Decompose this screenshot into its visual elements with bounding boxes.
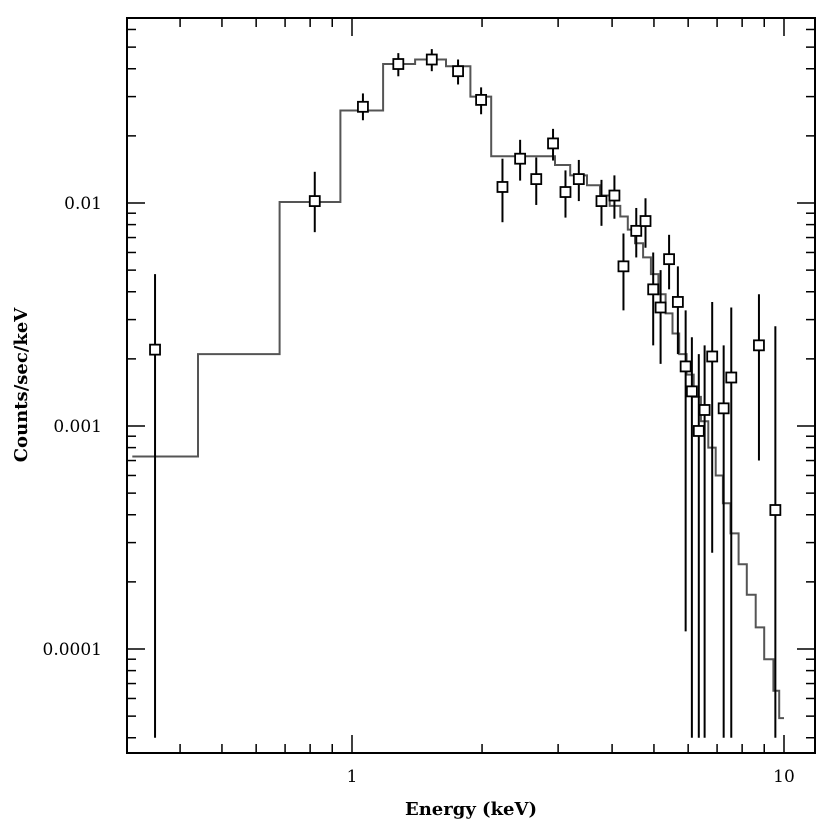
data-marker bbox=[149, 343, 161, 356]
model-series bbox=[132, 58, 784, 720]
data-point bbox=[685, 337, 698, 738]
data-marker bbox=[671, 296, 684, 308]
plot-frame bbox=[126, 17, 816, 754]
data-point bbox=[698, 345, 711, 738]
data-point bbox=[572, 159, 585, 202]
model-step-line bbox=[132, 58, 784, 720]
data-series bbox=[149, 49, 782, 738]
data-point bbox=[617, 233, 630, 311]
data-marker bbox=[452, 65, 464, 78]
data-point bbox=[630, 207, 643, 258]
data-marker bbox=[572, 173, 585, 185]
data-marker bbox=[630, 224, 643, 237]
data-marker bbox=[639, 215, 652, 227]
data-marker bbox=[717, 402, 730, 415]
data-point bbox=[654, 270, 667, 364]
data-point bbox=[639, 198, 652, 248]
x-tick-label: 10 bbox=[773, 767, 795, 787]
data-point bbox=[514, 139, 527, 181]
x-tick-labels: 1 10 bbox=[347, 767, 795, 787]
data-point bbox=[706, 301, 719, 553]
data-point bbox=[392, 53, 405, 77]
data-marker bbox=[559, 186, 572, 198]
axis-ticks bbox=[127, 18, 815, 753]
data-marker bbox=[392, 58, 405, 70]
data-point bbox=[647, 252, 660, 346]
data-marker bbox=[547, 137, 559, 150]
data-marker bbox=[654, 301, 667, 314]
data-marker bbox=[647, 283, 660, 296]
data-marker bbox=[425, 53, 438, 66]
data-marker bbox=[308, 195, 321, 207]
data-marker bbox=[692, 425, 705, 437]
data-marker bbox=[663, 253, 675, 266]
data-point bbox=[608, 175, 621, 219]
data-marker bbox=[753, 339, 765, 352]
data-marker bbox=[685, 385, 698, 398]
data-marker bbox=[514, 152, 527, 165]
data-point bbox=[679, 310, 692, 632]
data-point bbox=[595, 179, 608, 226]
data-point bbox=[149, 274, 161, 738]
y-tick-label: 0.0001 bbox=[43, 640, 102, 660]
data-marker bbox=[617, 260, 630, 273]
y-tick-labels: 0.0001 0.001 0.01 bbox=[43, 194, 102, 660]
y-tick-label: 0.001 bbox=[53, 417, 102, 437]
data-marker bbox=[475, 93, 488, 106]
data-point bbox=[663, 234, 675, 290]
data-marker bbox=[496, 181, 509, 193]
data-marker bbox=[706, 350, 719, 363]
data-marker bbox=[608, 189, 621, 202]
x-axis-label: Energy (keV) bbox=[405, 799, 537, 820]
data-point bbox=[769, 326, 782, 738]
data-point bbox=[308, 171, 321, 233]
data-point bbox=[530, 157, 543, 205]
data-marker bbox=[698, 404, 711, 416]
data-marker bbox=[595, 195, 608, 207]
data-marker bbox=[725, 371, 738, 384]
data-point bbox=[475, 87, 488, 115]
x-tick-label: 1 bbox=[347, 767, 358, 787]
data-marker bbox=[357, 100, 369, 113]
data-point bbox=[452, 59, 464, 85]
y-tick-label: 0.01 bbox=[64, 194, 102, 214]
data-point bbox=[725, 307, 738, 738]
y-axis-label: Counts/sec/keV bbox=[11, 307, 32, 463]
data-marker bbox=[769, 504, 782, 516]
data-point bbox=[496, 158, 509, 223]
data-marker bbox=[530, 173, 543, 185]
data-point bbox=[357, 93, 369, 121]
data-point bbox=[559, 170, 572, 218]
data-point bbox=[671, 266, 684, 355]
data-point bbox=[547, 128, 559, 161]
data-point bbox=[717, 345, 730, 738]
data-point bbox=[753, 294, 765, 461]
data-point bbox=[425, 49, 438, 72]
data-marker bbox=[679, 360, 692, 373]
